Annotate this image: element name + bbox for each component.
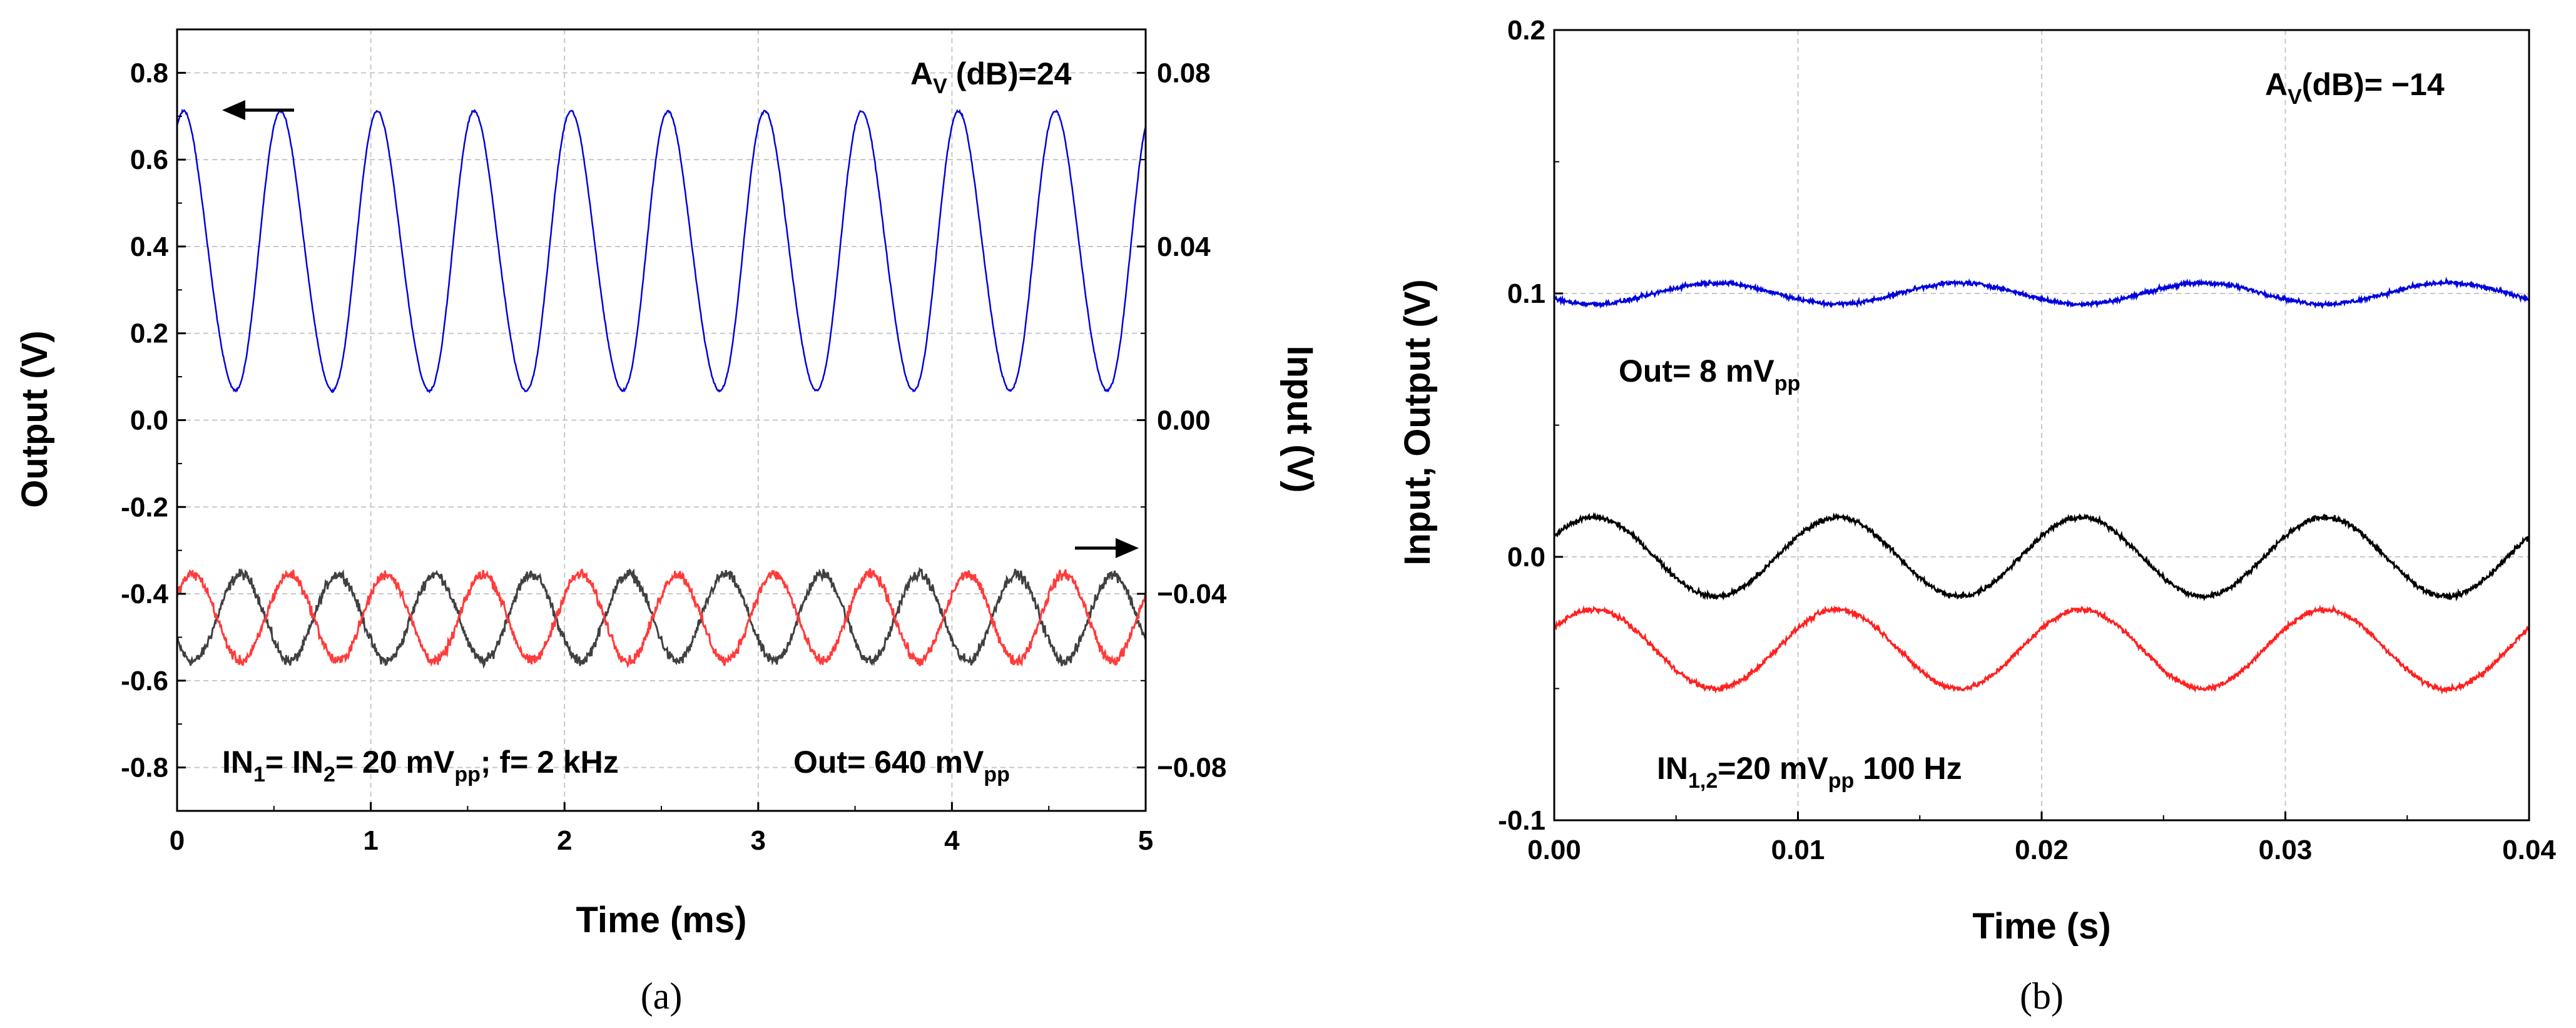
b-gain-annotation: AV(dB)= −14 bbox=[2265, 67, 2445, 109]
b-y-tick-label: 0.0 bbox=[1507, 542, 1545, 573]
a-x-tick-label: 3 bbox=[751, 825, 766, 856]
a-yl-tick-label: 0.2 bbox=[130, 318, 168, 349]
b-ylabel: Input, Output (V) bbox=[1397, 279, 1438, 565]
b-y-tick-label: 0.1 bbox=[1507, 278, 1545, 309]
b-x-tick-label: 0.02 bbox=[2015, 835, 2069, 865]
a-ylabel-left: Output (V) bbox=[14, 330, 55, 507]
a-yl-tick-label: 0.0 bbox=[130, 405, 168, 436]
a-x-tick-label: 1 bbox=[363, 825, 378, 856]
a-x-tick-label: 2 bbox=[557, 825, 572, 856]
b-ticks: 0.00 0.01 0.02 0.03 0.04 0.2 0.1 0.0 -0.1 bbox=[1498, 15, 2556, 865]
a-series-in2 bbox=[176, 568, 1147, 669]
b-inputs-annotation: IN1,2=20 mVpp 100 Hz bbox=[1657, 751, 1962, 793]
a-gain-annotation: AV (dB)=24 bbox=[910, 56, 1072, 98]
a-arrow-right-axis bbox=[1075, 538, 1139, 558]
b-x-tick-label: 0.00 bbox=[1527, 835, 1581, 865]
panel-b: 0.00 0.01 0.02 0.03 0.04 0.2 0.1 0.0 -0.1 Time (… bbox=[1397, 15, 2556, 1017]
a-output-annotation: Out= 640 mVpp bbox=[793, 745, 1010, 786]
b-series-output bbox=[1554, 276, 2530, 310]
panel-a: 0 1 2 3 4 5 0.8 0.6 0.4 0.2 0.0 -0.2 -0.4 -0.6 -0.8 0.0… bbox=[14, 28, 1320, 1017]
a-yr-tick-label: 0.04 bbox=[1157, 232, 1211, 262]
a-yl-tick-label: -0.4 bbox=[121, 579, 168, 609]
a-arrow-left-axis bbox=[222, 100, 294, 120]
a-yl-tick-label: 0.6 bbox=[130, 145, 168, 175]
a-yl-tick-label: -0.8 bbox=[121, 753, 168, 783]
a-series bbox=[176, 108, 1147, 669]
a-yr-tick-label: −0.08 bbox=[1157, 753, 1226, 783]
a-xlabel: Time (ms) bbox=[576, 900, 747, 940]
b-xlabel: Time (s) bbox=[1972, 906, 2110, 947]
a-x-tick-label: 5 bbox=[1138, 825, 1153, 856]
a-ticks: 0 1 2 3 4 5 0.8 0.6 0.4 0.2 0.0 -0.2 -0.4 -0.6 -0.8 0.0… bbox=[121, 29, 1227, 856]
a-x-tick-label: 4 bbox=[944, 825, 960, 856]
a-yl-tick-label: 0.4 bbox=[130, 232, 169, 262]
b-series-in2 bbox=[1553, 604, 2530, 695]
a-yr-tick-label: 0.08 bbox=[1157, 58, 1211, 88]
a-series-in1 bbox=[176, 566, 1147, 669]
b-x-tick-label: 0.04 bbox=[2502, 835, 2556, 865]
b-y-tick-label: -0.1 bbox=[1498, 805, 1545, 836]
a-yl-tick-label: -0.6 bbox=[121, 666, 168, 696]
a-yl-tick-label: -0.2 bbox=[121, 492, 168, 522]
b-y-tick-label: 0.2 bbox=[1507, 15, 1545, 46]
a-grid bbox=[177, 29, 1146, 811]
b-series-in1 bbox=[1553, 512, 2530, 602]
a-yr-tick-label: −0.04 bbox=[1157, 579, 1227, 609]
b-caption: (b) bbox=[2020, 975, 2064, 1017]
b-grid bbox=[1554, 30, 2529, 820]
a-ylabel-right: Input (V) bbox=[1280, 345, 1320, 492]
a-x-tick-label: 0 bbox=[170, 825, 185, 856]
a-series-output bbox=[176, 108, 1147, 394]
a-caption: (a) bbox=[641, 975, 683, 1017]
a-yl-tick-label: 0.8 bbox=[130, 58, 168, 88]
a-yr-tick-label: 0.00 bbox=[1157, 405, 1211, 436]
b-series bbox=[1553, 276, 2530, 695]
b-x-tick-label: 0.01 bbox=[1771, 835, 1825, 865]
b-x-tick-label: 0.03 bbox=[2259, 835, 2313, 865]
a-inputs-annotation: IN1= IN2= 20 mVpp; f= 2 kHz bbox=[222, 745, 619, 786]
b-output-annotation: Out= 8 mVpp bbox=[1619, 354, 1800, 395]
